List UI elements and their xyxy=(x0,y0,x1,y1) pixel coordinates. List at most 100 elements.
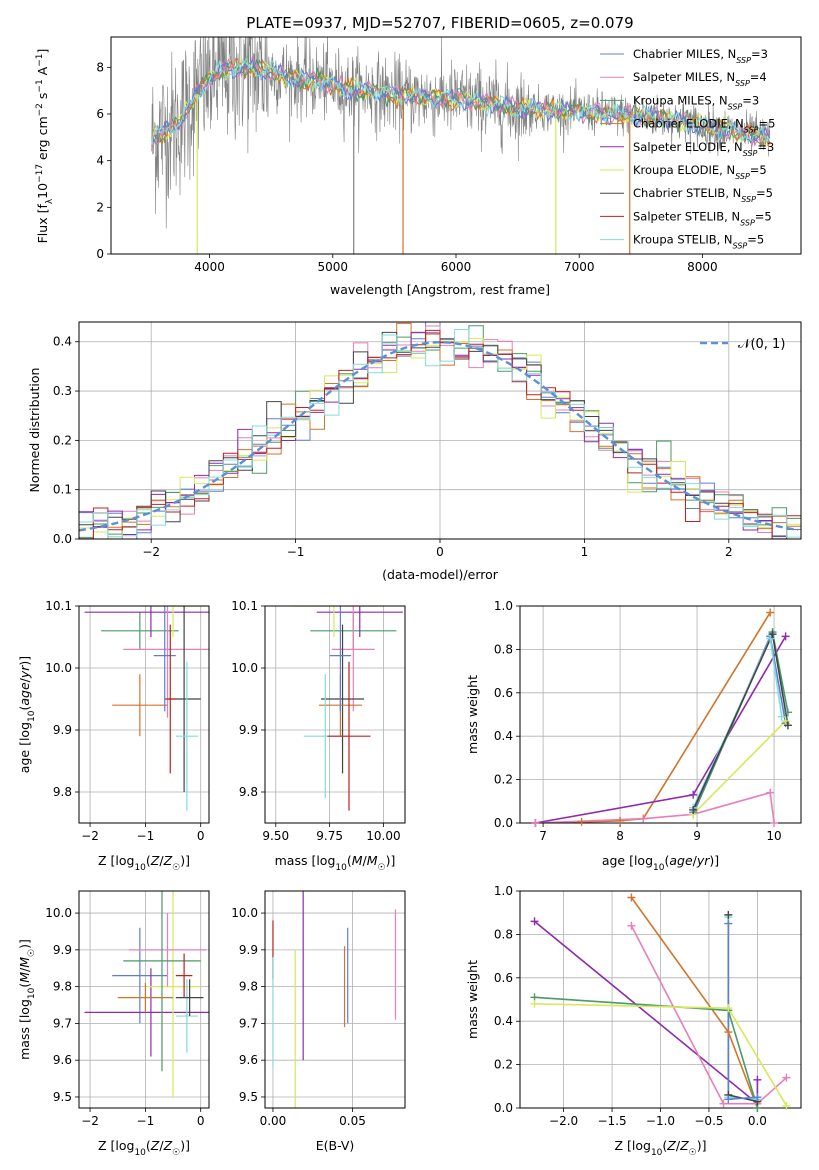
residuals-x-tick-label: −1 xyxy=(287,545,305,559)
z_age-y-tick-label: 9.9 xyxy=(53,723,72,737)
z_mass-y-label: mass [log10(M/M☉)] xyxy=(17,939,37,1060)
age_weight-x-tick-label: 8 xyxy=(616,829,624,843)
z_weight-x-tick-label: −2.0 xyxy=(549,1114,578,1128)
ebv_mass-y-tick-label: 10.0 xyxy=(231,906,258,920)
z_weight-point-marker xyxy=(782,1101,791,1110)
residuals-plot-area xyxy=(79,322,801,539)
z_weight-x-tick-label: −1.5 xyxy=(597,1114,626,1128)
z_mass-y-tick-label: 9.8 xyxy=(53,980,72,994)
ebv_mass-plot-area xyxy=(272,891,397,1108)
z_mass-x-tick-label: 0 xyxy=(197,1114,205,1128)
mass_age-panel: 9.50 9.75 10.00 9.8 9.9 10.0 10.1 mass [log10(M… xyxy=(231,599,406,873)
age_weight-point-marker xyxy=(781,632,790,641)
mass_age-y-tick-label: 10.0 xyxy=(231,661,258,675)
z_weight-x-label: Z [log10(Z/Z☉)] xyxy=(614,1138,706,1158)
z_weight-x-tick-label: −0.5 xyxy=(694,1114,723,1128)
residuals-x-label: (data-model)/error xyxy=(382,567,499,582)
z_weight-y-tick-label: 0.0 xyxy=(494,1101,513,1115)
z_weight-point-marker xyxy=(719,1099,728,1108)
spectrum-y-label: Flux [fλ10−17 erg cm−2 s−1 A−1] xyxy=(35,49,55,244)
z_mass-x-label: Z [log10(Z/Z☉)] xyxy=(98,1138,190,1158)
z_age-y-tick-label: 9.8 xyxy=(53,785,72,799)
residuals-y-tick-label: 0.2 xyxy=(53,433,72,447)
age_weight-x-label: age [log10(age/yr)] xyxy=(602,853,719,873)
z_weight-point-marker xyxy=(724,919,733,928)
age_weight-plot-area xyxy=(535,612,789,823)
age_weight-x-tick-label: 9 xyxy=(693,829,701,843)
z_mass-y-tick-label: 9.6 xyxy=(53,1053,72,1067)
age_weight-point-marker xyxy=(689,805,698,814)
residuals-y-tick-label: 0.4 xyxy=(53,335,72,349)
age_weight-y-label: mass weight xyxy=(465,675,480,754)
spectrum-x-label: wavelength [Angstrom, rest frame] xyxy=(330,282,550,297)
age_weight-y-tick-label: 0.8 xyxy=(494,642,513,656)
z_age-plot-area xyxy=(84,606,209,811)
z_weight-x-tick-label: −1.0 xyxy=(646,1114,675,1128)
age_weight-frame xyxy=(519,605,802,824)
residuals-x-tick-label: 1 xyxy=(581,545,589,559)
age_weight-panel: 7 8 9 10 0.0 0.2 0.4 0.6 0.8 1.0 age [log10(age/yr… xyxy=(465,599,802,873)
residuals-y-label: Normed distribution xyxy=(27,368,42,493)
z_weight-point-marker xyxy=(530,999,539,1008)
z_weight-y-tick-label: 0.4 xyxy=(494,1014,513,1028)
residuals-panel: −2 −1 0 1 2 0.0 0.1 0.2 0.3 0.4 𝒩(0, 1) (data-model… xyxy=(27,321,802,582)
z_weight-y-tick-label: 0.2 xyxy=(494,1058,513,1072)
spectrum-plot-area xyxy=(151,37,771,254)
z_age-x-tick-label: 0 xyxy=(197,829,205,843)
residuals-x-tick-label: 2 xyxy=(725,545,733,559)
residuals-y-tick-label: 0.1 xyxy=(53,483,72,497)
z_mass-x-tick-label: −1 xyxy=(137,1114,155,1128)
spectrum-x-tick-label: 8000 xyxy=(687,260,718,274)
z_age-y-tick-label: 10.1 xyxy=(45,599,72,613)
z_weight-panel: −2.0 −1.5 −1.0 −0.5 0.0 0.0 0.2 0.4 0.6 0.8 1.0 Z [… xyxy=(465,884,802,1158)
z_age-x-tick-label: −1 xyxy=(137,829,155,843)
spectrum-y-tick-label: 8 xyxy=(96,60,104,74)
z_weight-point-marker xyxy=(724,1095,733,1104)
z_weight-point-marker xyxy=(753,1075,762,1084)
z_mass-y-tick-label: 9.9 xyxy=(53,943,72,957)
residuals-x-tick-label: −2 xyxy=(142,545,160,559)
legend-entry: Salpeter ELODIE, NSSP=3 xyxy=(633,140,774,158)
residuals-y-tick-label: 0.0 xyxy=(53,532,72,546)
mass_age-x-tick-label: 10.00 xyxy=(366,829,400,843)
legend-entry: Chabrier ELODIE, NSSP=5 xyxy=(633,117,775,135)
spectrum-legend: Chabrier MILES, NSSP=3 Salpeter MILES, NS… xyxy=(600,47,775,250)
legend-entry: Salpeter MILES, NSSP=4 xyxy=(633,70,767,88)
legend-entry: Kroupa MILES, NSSP=3 xyxy=(633,93,759,111)
z_weight-x-tick-label: 0.0 xyxy=(748,1114,767,1128)
age_weight-y-tick-label: 1.0 xyxy=(494,599,513,613)
spectrum-panel: 4000 5000 6000 7000 8000 0 2 4 6 8 Chabrier MILES,… xyxy=(35,36,802,297)
ebv_mass-y-tick-label: 9.7 xyxy=(239,1016,258,1030)
z_age-x-tick-label: −2 xyxy=(81,829,99,843)
z_age-y-tick-label: 10.0 xyxy=(45,661,72,675)
z_mass-frame xyxy=(78,890,210,1109)
age_weight-point-marker xyxy=(639,814,648,823)
spectrum-y-tick-label: 2 xyxy=(96,200,104,214)
z_age-panel: −2 −1 0 9.8 9.9 10.0 10.1 Z [log10(Z/Z☉)] age [l… xyxy=(17,599,210,873)
age_weight-point-marker xyxy=(531,819,540,827)
mass_age-x-tick-label: 9.75 xyxy=(316,829,343,843)
z_weight-series-line xyxy=(533,920,759,1106)
age_weight-point-marker xyxy=(689,790,698,799)
spectrum-y-tick-label: 0 xyxy=(96,247,104,261)
z_weight-series-line xyxy=(727,923,758,1101)
ebv_mass-y-tick-label: 9.6 xyxy=(239,1053,258,1067)
age_weight-series-line xyxy=(692,720,787,815)
ebv_mass-x-tick-label: 0.00 xyxy=(260,1114,287,1128)
z_weight-point-marker xyxy=(724,1004,733,1013)
ebv_mass-y-tick-label: 9.8 xyxy=(239,980,258,994)
mass_age-x-tick-label: 9.50 xyxy=(262,829,289,843)
age_weight-point-marker xyxy=(577,817,586,826)
z_mass-y-tick-label: 10.0 xyxy=(45,906,72,920)
spectrum-x-tick-label: 7000 xyxy=(564,260,595,274)
ebv_mass-x-tick-label: 0.05 xyxy=(339,1114,366,1128)
age_weight-y-tick-label: 0.4 xyxy=(494,729,513,743)
age_weight-y-tick-label: 0.0 xyxy=(494,816,513,830)
residuals-x-tick-label: 0 xyxy=(436,545,444,559)
z_weight-point-marker xyxy=(530,917,539,926)
ebv_mass-y-tick-label: 9.9 xyxy=(239,943,258,957)
age_weight-point-marker xyxy=(768,630,777,639)
gaussian-curve xyxy=(79,340,799,532)
spectrum-x-tick-label: 4000 xyxy=(194,260,225,274)
age_weight-point-marker xyxy=(783,721,792,730)
